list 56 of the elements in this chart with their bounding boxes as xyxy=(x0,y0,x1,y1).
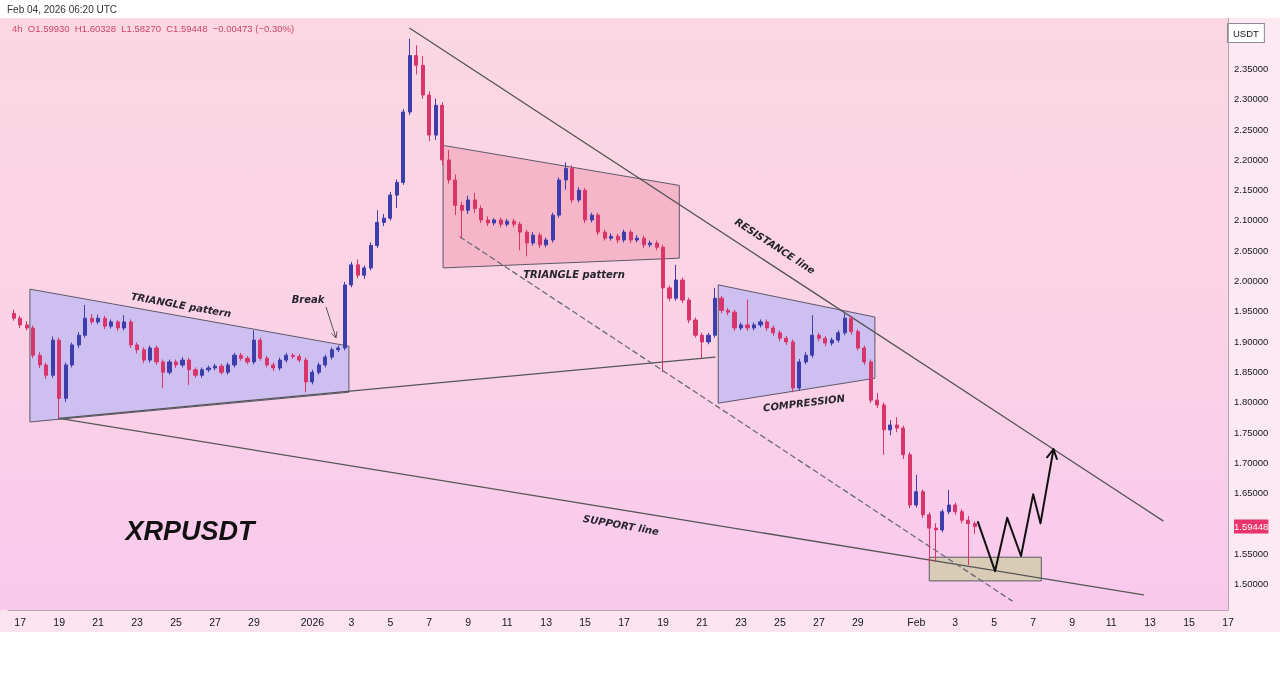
y-tick-label: 1.59448 xyxy=(1234,521,1269,533)
x-tick-label: 17 xyxy=(14,615,27,628)
y-tick-label: 1.80000 xyxy=(1234,396,1269,408)
y-tick-label: 1.90000 xyxy=(1234,335,1269,347)
y-tick-label: 2.05000 xyxy=(1234,244,1269,256)
y-tick-label: 2.00000 xyxy=(1234,275,1269,287)
x-tick-label: 5 xyxy=(387,615,394,628)
y-tick-label: 1.50000 xyxy=(1234,578,1269,590)
y-tick-label: 2.10000 xyxy=(1234,214,1269,226)
x-tick-label: 9 xyxy=(465,615,472,628)
x-tick-label: 25 xyxy=(774,615,786,628)
x-tick-label: 23 xyxy=(735,615,747,628)
x-tick-label: 3 xyxy=(952,615,959,628)
x-tick-label: 27 xyxy=(813,615,825,628)
x-tick-label: 17 xyxy=(618,615,631,628)
x-tick-label: 29 xyxy=(248,615,260,628)
x-tick-label: 9 xyxy=(1069,615,1076,628)
x-tick-label: 5 xyxy=(991,615,998,628)
x-tick-label: 13 xyxy=(540,615,553,628)
x-tick-label: 29 xyxy=(852,615,864,628)
text: Feb 04, 2026 06:20 UTC xyxy=(7,3,118,15)
x-tick-label: 13 xyxy=(1144,615,1157,628)
y-tick-label: 1.55000 xyxy=(1234,548,1269,560)
annotation: SUPPORT line xyxy=(582,512,660,538)
x-tick-label: 21 xyxy=(696,615,709,628)
x-tick-label: 19 xyxy=(657,615,670,628)
x-tick-label: 2026 xyxy=(300,615,325,628)
y-tick-label: 1.95000 xyxy=(1234,305,1269,317)
x-tick-label: 17 xyxy=(1222,615,1234,628)
x-tick-label: 15 xyxy=(1183,615,1196,628)
y-tick-label: 1.75000 xyxy=(1234,426,1269,438)
y-tick-label: 1.70000 xyxy=(1234,457,1269,469)
y-tick-label: 2.25000 xyxy=(1234,123,1269,135)
x-tick-label: 7 xyxy=(426,615,433,628)
y-tick-label: 2.15000 xyxy=(1234,184,1269,196)
annotation: Break xyxy=(291,293,326,305)
annotation: 4h O1.59930 H1.60328 L1.58270 C1.59448 −0.00473 (−0.30%) xyxy=(12,22,295,34)
annotation: XRPUSDT xyxy=(123,516,258,546)
y-tick-label: 1.65000 xyxy=(1234,487,1269,499)
x-tick-label: 23 xyxy=(131,615,144,628)
x-tick-label: 21 xyxy=(92,615,105,628)
y-tick-label: 1.85000 xyxy=(1234,366,1269,378)
x-tick-label: Feb xyxy=(907,615,926,628)
x-tick-label: 3 xyxy=(348,615,355,628)
x-tick-label: 27 xyxy=(209,615,221,628)
y-tick-label: 2.35000 xyxy=(1234,62,1269,74)
y-tick-label: 2.20000 xyxy=(1234,153,1269,165)
x-tick-label: 7 xyxy=(1030,615,1037,628)
annotation: TRIANGLE pattern xyxy=(523,268,625,280)
x-tick-label: 11 xyxy=(501,615,513,628)
x-tick-label: 15 xyxy=(579,615,592,628)
y-tick-label: 2.30000 xyxy=(1234,93,1269,105)
y-axis-title: USDT xyxy=(1233,27,1260,39)
x-tick-label: 11 xyxy=(1105,615,1117,628)
x-tick-label: 25 xyxy=(170,615,183,628)
x-tick-label: 19 xyxy=(53,615,66,628)
